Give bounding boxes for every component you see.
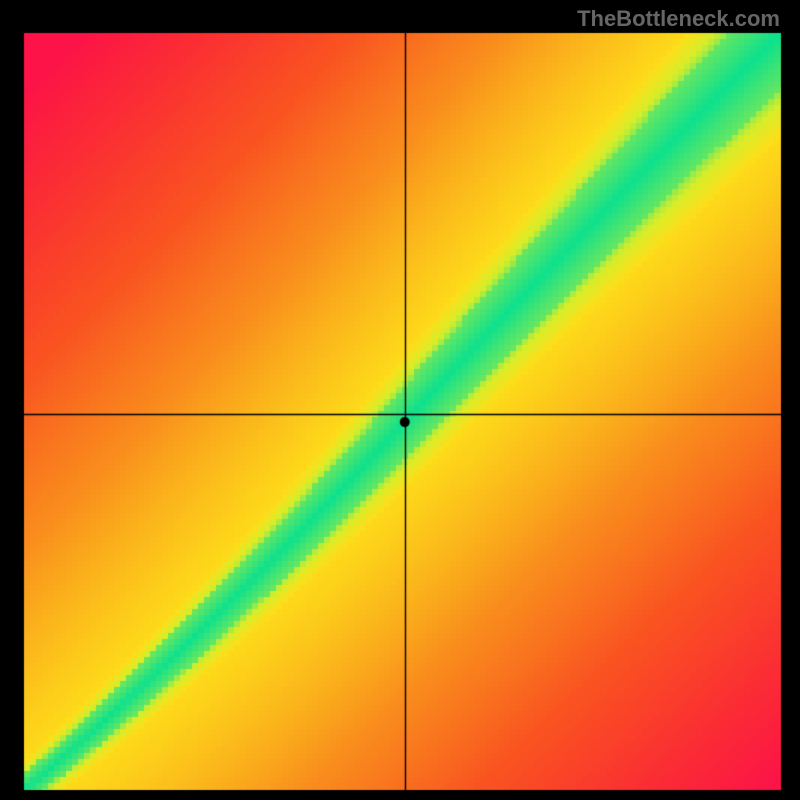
watermark-text: TheBottleneck.com: [577, 6, 780, 32]
bottleneck-heatmap: [0, 0, 800, 800]
chart-container: TheBottleneck.com: [0, 0, 800, 800]
